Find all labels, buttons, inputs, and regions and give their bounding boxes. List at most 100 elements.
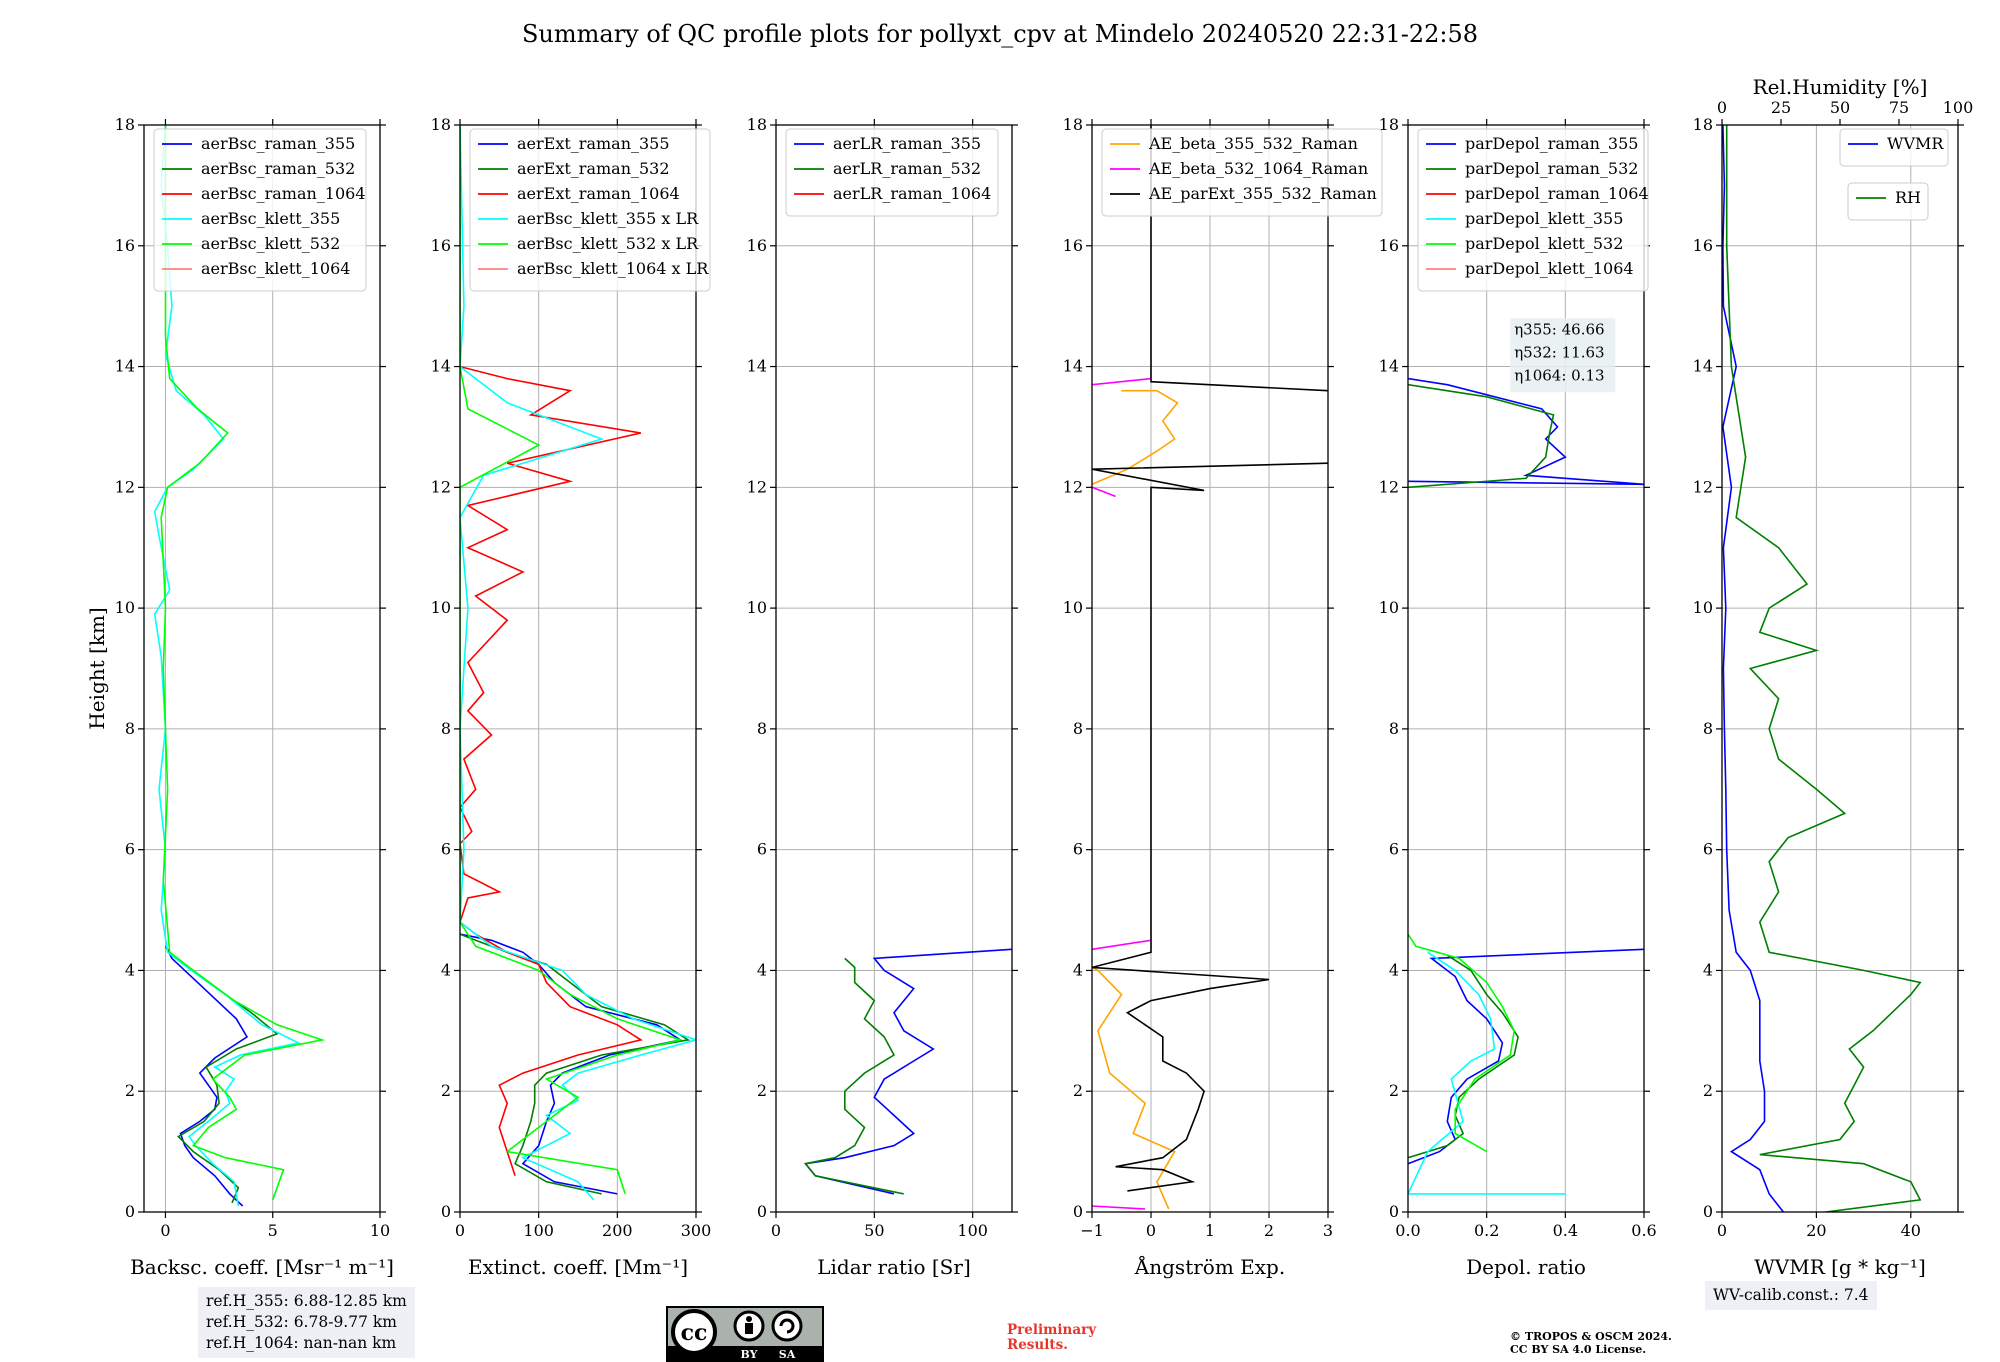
ref-height-532: ref.H_532: 6.78-9.77 km bbox=[206, 1313, 397, 1331]
dep-legend-label: parDepol_raman_355 bbox=[1465, 134, 1638, 153]
preliminary-line-1: Preliminary bbox=[1007, 1322, 1097, 1338]
ae-ytick-label: 2 bbox=[1073, 1081, 1083, 1100]
dep-legend: parDepol_raman_355 parDepol_raman_532 parD… bbox=[1417, 128, 1649, 292]
dep-ytick-label: 8 bbox=[1389, 719, 1399, 738]
series-parDepol_klett_355-line bbox=[1408, 951, 1566, 1195]
ae-ytick-label: 4 bbox=[1073, 960, 1083, 979]
dep-legend-label: parDepol_klett_532 bbox=[1465, 234, 1623, 253]
ext-legend-label: aerBsc_klett_1064 x LR bbox=[517, 259, 709, 278]
bsc-legend: aerBsc_raman_355 aerBsc_raman_532 aerBsc_r… bbox=[153, 128, 367, 292]
lr-ytick-label: 0 bbox=[757, 1202, 767, 1221]
series-AE_beta_532_1064_Raman_c-line bbox=[1092, 486, 1116, 498]
bsc-ytick-label: 4 bbox=[125, 960, 135, 979]
dep-xlabel: Depol. ratio bbox=[1466, 1255, 1586, 1279]
wv-xtick-label: 0 bbox=[1717, 1221, 1727, 1240]
dep-ytick-label: 4 bbox=[1389, 960, 1399, 979]
bsc-ytick-label: 0 bbox=[125, 1202, 135, 1221]
bsc-legend-label: aerBsc_klett_1064 bbox=[201, 259, 350, 278]
series-parDepol_klett_532-line bbox=[1408, 933, 1516, 1153]
wv-calib-box: WV-calib.const.: 7.4 bbox=[1705, 1281, 1877, 1310]
wv-legend-label: RH bbox=[1895, 188, 1921, 207]
copyright-note: © TROPOS & OSCM 2024. CC BY SA 4.0 Licen… bbox=[1510, 1330, 1672, 1356]
lr-xlabel: Lidar ratio [Sr] bbox=[817, 1255, 971, 1279]
lr-ytick-label: 16 bbox=[747, 236, 767, 255]
ae-xtick-label: −1 bbox=[1080, 1221, 1104, 1240]
bsc-frame bbox=[143, 124, 381, 1213]
dep-ytick-label: 14 bbox=[1379, 357, 1399, 376]
ae-legend-label: AE_beta_532_1064_Raman bbox=[1148, 159, 1368, 178]
preliminary-note: Preliminary Results. bbox=[1007, 1323, 1096, 1353]
eta-value: η532: 11.63 bbox=[1514, 343, 1604, 361]
copyright-line-2: CC BY SA 4.0 License. bbox=[1510, 1343, 1647, 1356]
series-parDepol_raman_532_cirrus-line bbox=[1408, 383, 1555, 489]
wv-legend-box-2 bbox=[1847, 182, 1929, 221]
cc-by-text: BY bbox=[741, 1348, 758, 1361]
wv-top-xtick-label: 25 bbox=[1771, 98, 1791, 117]
ae-legend-label: AE_parExt_355_532_Raman bbox=[1148, 184, 1377, 203]
ref-height-1064: ref.H_1064: nan-nan km bbox=[206, 1334, 397, 1352]
wv-ytick-label: 14 bbox=[1693, 357, 1713, 376]
wv-top-xtick-label: 0 bbox=[1717, 98, 1727, 117]
wv-ytick-label: 0 bbox=[1703, 1202, 1713, 1221]
bsc-ytick-label: 18 bbox=[115, 115, 135, 134]
lr-ytick-label: 18 bbox=[747, 115, 767, 134]
ext-legend-label: aerExt_raman_532 bbox=[517, 159, 670, 178]
ae-xtick-label: 1 bbox=[1205, 1221, 1215, 1240]
ext-xtick-label: 300 bbox=[681, 1221, 712, 1240]
lr-xtick-label: 50 bbox=[864, 1221, 884, 1240]
wv-legend-2: RH bbox=[1847, 182, 1929, 221]
series-aerLR_raman_355-line bbox=[804, 948, 1012, 1195]
ext-ytick-label: 0 bbox=[441, 1202, 451, 1221]
wv-top-xtick-label: 50 bbox=[1830, 98, 1850, 117]
ext-ytick-label: 10 bbox=[431, 598, 451, 617]
dep-ytick-label: 6 bbox=[1389, 840, 1399, 859]
ae-ytick-label: 12 bbox=[1063, 477, 1083, 496]
ext-ytick-label: 14 bbox=[431, 357, 451, 376]
bsc-legend-label: aerBsc_raman_532 bbox=[201, 159, 355, 178]
series-aerBsc_klett_532 x LR-line bbox=[460, 125, 684, 1195]
dep-ytick-label: 18 bbox=[1379, 115, 1399, 134]
wv-xtick-label: 20 bbox=[1806, 1221, 1826, 1240]
wv-ytick-label: 18 bbox=[1693, 115, 1713, 134]
wv-legend: WVMR bbox=[1839, 128, 1949, 167]
cc-sa-text: SA bbox=[779, 1348, 796, 1361]
series-AE_beta_355_532_Raman-line bbox=[1092, 966, 1176, 1210]
dep-ytick-label: 12 bbox=[1379, 477, 1399, 496]
lr-ytick-label: 8 bbox=[757, 719, 767, 738]
ext-legend-label: aerExt_raman_355 bbox=[517, 134, 670, 153]
ae-ytick-label: 6 bbox=[1073, 840, 1083, 859]
ext-ytick-label: 6 bbox=[441, 840, 451, 859]
lr-ytick-label: 14 bbox=[747, 357, 767, 376]
dep-legend-box bbox=[1417, 128, 1649, 292]
lr-ytick-label: 12 bbox=[747, 477, 767, 496]
series-AE_beta_532_1064_Raman-line bbox=[1092, 1205, 1146, 1210]
wv-ytick-label: 16 bbox=[1693, 236, 1713, 255]
bsc-ytick-label: 12 bbox=[115, 477, 135, 496]
ext-xtick-label: 200 bbox=[602, 1221, 633, 1240]
series-aerBsc_klett_532-line bbox=[160, 125, 326, 1201]
lr-legend: aerLR_raman_355 aerLR_raman_532 aerLR_rama… bbox=[785, 128, 999, 217]
ext-xtick-label: 100 bbox=[523, 1221, 554, 1240]
ext-legend-label: aerBsc_klett_355 x LR bbox=[517, 209, 699, 228]
ae-xtick-label: 0 bbox=[1146, 1221, 1156, 1240]
series-parDepol_raman_355_cirrus-line bbox=[1408, 377, 1644, 486]
ae-ytick-label: 0 bbox=[1073, 1202, 1083, 1221]
series-aerExt_raman_1064-line bbox=[460, 365, 643, 1177]
bsc-ytick-label: 2 bbox=[125, 1081, 135, 1100]
eta-value: η355: 46.66 bbox=[1514, 320, 1604, 338]
dep-legend-label: parDepol_klett_1064 bbox=[1465, 259, 1634, 278]
ae-xtick-label: 2 bbox=[1264, 1221, 1274, 1240]
wv-ytick-label: 8 bbox=[1703, 719, 1713, 738]
dep-ytick-label: 2 bbox=[1389, 1081, 1399, 1100]
wv-legend-box bbox=[1839, 128, 1949, 167]
lr-ytick-label: 10 bbox=[747, 598, 767, 617]
lr-ytick-label: 4 bbox=[757, 960, 767, 979]
ae-xtick-label: 3 bbox=[1323, 1221, 1333, 1240]
lr-frame bbox=[775, 124, 1013, 1213]
ext-ytick-label: 4 bbox=[441, 960, 451, 979]
bsc-ytick-label: 14 bbox=[115, 357, 135, 376]
wv-top-xlabel: Rel.Humidity [%] bbox=[1753, 75, 1928, 99]
ext-ytick-label: 2 bbox=[441, 1081, 451, 1100]
series-aerExt_raman_532-line bbox=[460, 933, 691, 1195]
lr-legend-label: aerLR_raman_532 bbox=[833, 159, 981, 178]
